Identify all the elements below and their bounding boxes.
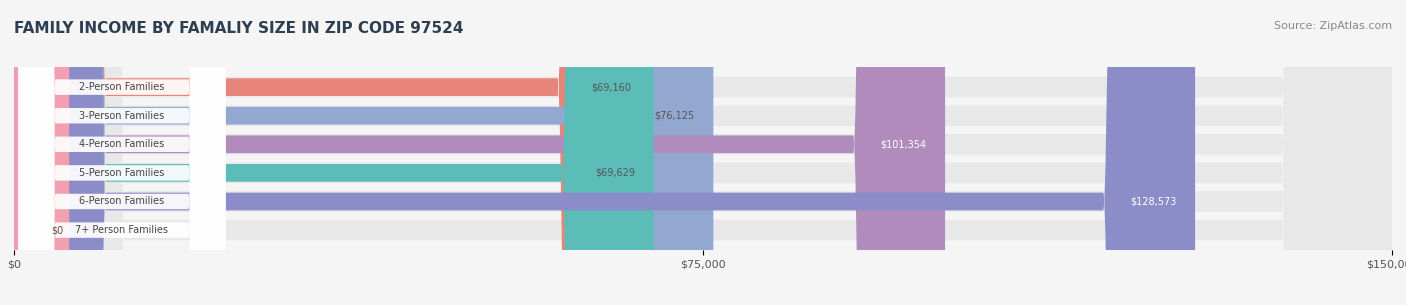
FancyBboxPatch shape [18,0,225,305]
Text: $76,125: $76,125 [655,111,695,121]
FancyBboxPatch shape [18,0,225,305]
FancyBboxPatch shape [18,0,225,305]
Text: Source: ZipAtlas.com: Source: ZipAtlas.com [1274,21,1392,31]
FancyBboxPatch shape [14,0,1392,305]
FancyBboxPatch shape [14,0,1392,305]
Text: 7+ Person Families: 7+ Person Families [76,225,169,235]
Text: 2-Person Families: 2-Person Families [79,82,165,92]
Text: $128,573: $128,573 [1130,196,1177,206]
Text: $101,354: $101,354 [880,139,927,149]
Text: 5-Person Families: 5-Person Families [79,168,165,178]
FancyBboxPatch shape [14,0,1392,305]
FancyBboxPatch shape [18,0,225,305]
FancyBboxPatch shape [14,0,1392,305]
Text: $69,629: $69,629 [595,168,636,178]
Text: 4-Person Families: 4-Person Families [79,139,165,149]
FancyBboxPatch shape [14,0,713,305]
Text: FAMILY INCOME BY FAMALIY SIZE IN ZIP CODE 97524: FAMILY INCOME BY FAMALIY SIZE IN ZIP COD… [14,21,464,36]
FancyBboxPatch shape [14,0,1195,305]
Text: $0: $0 [51,225,63,235]
FancyBboxPatch shape [18,0,225,305]
FancyBboxPatch shape [14,0,1392,305]
FancyBboxPatch shape [14,0,654,305]
FancyBboxPatch shape [14,0,945,305]
FancyBboxPatch shape [18,0,225,305]
Text: 3-Person Families: 3-Person Families [79,111,165,121]
Text: 6-Person Families: 6-Person Families [79,196,165,206]
Text: $69,160: $69,160 [591,82,631,92]
FancyBboxPatch shape [14,0,650,305]
FancyBboxPatch shape [14,0,69,305]
FancyBboxPatch shape [14,0,1392,305]
